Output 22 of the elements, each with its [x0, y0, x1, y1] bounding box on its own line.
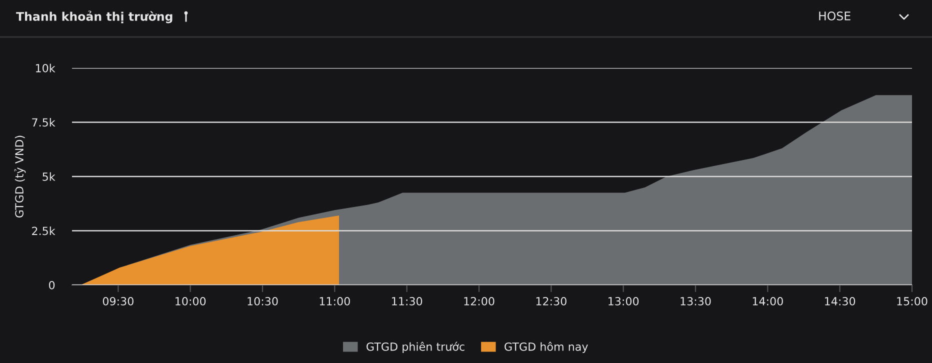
- y-tick-label: 2.5k: [32, 226, 56, 236]
- text: HOSE: [819, 11, 850, 20]
- y-tick-label: 5k: [42, 172, 56, 181]
- x-tick-label: 14:30: [825, 297, 856, 306]
- x-tick-label: 13:00: [608, 297, 639, 306]
- y-tick-label: 10k: [36, 64, 56, 72]
- x-tick-label: 14:00: [752, 297, 783, 306]
- chart-title: Thanh khoản thị trường: [16, 10, 172, 24]
- x-tick-label: 10:30: [248, 297, 278, 306]
- y-axis-title: GTGD (tỷ VND): [14, 136, 26, 218]
- legend-label: GTGD hôm nay: [504, 342, 588, 353]
- y-tick-label: 0: [48, 280, 55, 290]
- x-tick-label: 10:00: [176, 297, 206, 306]
- x-tick-label: 11:00: [320, 297, 350, 306]
- x-tick-label: 13:30: [680, 297, 711, 306]
- x-tick-label: 09:30: [102, 297, 134, 306]
- legend-label: GTGD phiên trước: [366, 342, 464, 353]
- x-tick-label: 12:30: [536, 297, 566, 306]
- x-tick-label: 12:00: [464, 297, 494, 306]
- x-tick-label: 11:30: [392, 297, 422, 306]
- x-tick-label: 15:00: [897, 297, 928, 306]
- y-tick-label: 7.5k: [32, 118, 56, 127]
